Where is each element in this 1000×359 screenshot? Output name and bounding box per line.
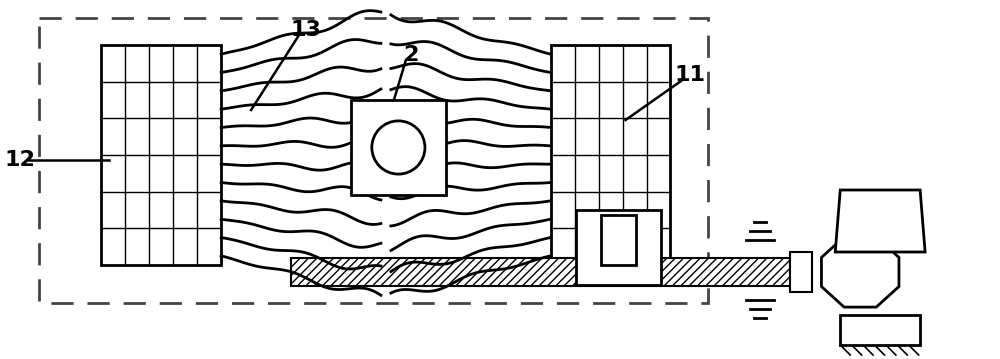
Circle shape: [372, 121, 425, 174]
Bar: [601, 215, 636, 265]
Bar: [101, 45, 221, 265]
Bar: [551, 45, 670, 265]
Bar: [790, 252, 812, 292]
Bar: [291, 258, 790, 286]
Text: 12: 12: [4, 150, 35, 170]
Bar: [351, 100, 446, 195]
Bar: [840, 315, 920, 345]
Text: 2: 2: [403, 45, 419, 65]
Polygon shape: [821, 237, 899, 307]
Text: 13: 13: [291, 20, 321, 40]
Text: 11: 11: [675, 65, 706, 85]
Bar: [576, 210, 661, 285]
Polygon shape: [835, 190, 925, 252]
Bar: [39, 18, 708, 303]
